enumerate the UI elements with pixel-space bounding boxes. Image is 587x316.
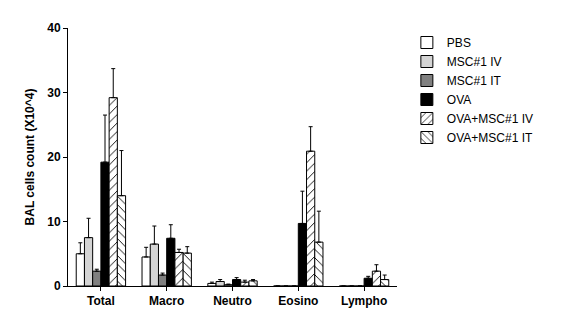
svg-text:MSC#1 IV: MSC#1 IV [447,55,502,69]
svg-text:20: 20 [47,150,61,164]
svg-text:OVA+MSC#1 IT: OVA+MSC#1 IT [447,131,533,145]
svg-text:40: 40 [47,21,61,35]
svg-text:10: 10 [47,215,61,229]
svg-text:BAL cells count (X10^4): BAL cells count (X10^4) [23,89,37,226]
svg-text:Lympho: Lympho [341,294,387,308]
svg-text:Neutro: Neutro [213,294,252,308]
svg-text:0: 0 [54,279,61,293]
svg-text:Total: Total [87,294,115,308]
svg-text:PBS: PBS [447,36,471,50]
svg-text:OVA+MSC#1 IV: OVA+MSC#1 IV [447,112,533,126]
svg-text:30: 30 [47,86,61,100]
svg-text:Macro: Macro [149,294,184,308]
svg-text:MSC#1 IT: MSC#1 IT [447,74,502,88]
svg-text:OVA: OVA [447,93,471,107]
svg-text:Eosino: Eosino [278,294,318,308]
